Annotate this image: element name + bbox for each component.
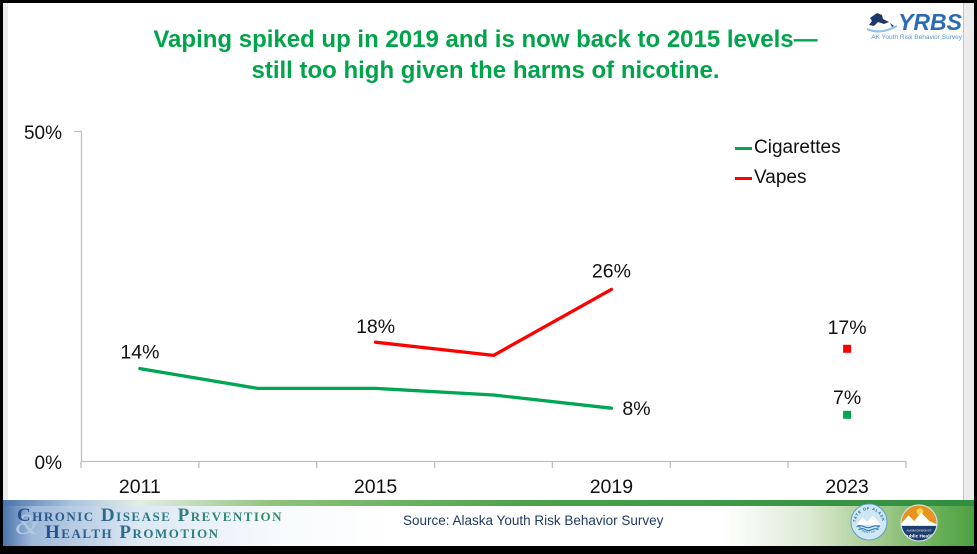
- point-label-vapes-2023: 17%: [828, 317, 867, 339]
- trend-chart: 0% 50% 2011 2015 2019 2023 14% 8% 7% 18% 26% 17%: [24, 123, 907, 498]
- point-label-vapes-2019: 26%: [592, 260, 631, 282]
- x-axis-label-2019: 2019: [590, 476, 633, 498]
- org-title-block: & Chronic Disease Prevention Health Prom…: [15, 505, 283, 542]
- yrbs-logo-top: YRBS: [852, 9, 962, 35]
- public-health-logo: ALASKA DIVISION OF Public Health: [900, 504, 938, 542]
- series-marker-vapes-2023: [843, 344, 852, 353]
- chart-title: Vaping spiked up in 2019 and is now back…: [8, 24, 963, 86]
- yrbs-subtitle: AK Youth Risk Behavior Survey: [871, 34, 962, 41]
- footer-gradient-band: [3, 506, 974, 546]
- series-line-vapes: [373, 287, 614, 358]
- screen-area: Vaping spiked up in 2019 and is now back…: [3, 3, 974, 546]
- slide-margin-zone: Vaping spiked up in 2019 and is now back…: [3, 3, 974, 500]
- y-axis-label-50: 50%: [24, 123, 62, 144]
- ampersand-glyph: &: [15, 508, 39, 541]
- y-axis: [74, 130, 83, 462]
- y-axis-label-0: 0%: [35, 453, 63, 474]
- ph-logo-line2: Public Health: [904, 533, 934, 539]
- yrbs-acronym: YRBS: [898, 9, 962, 35]
- chart-legend: Cigarettes Vapes: [735, 133, 841, 193]
- org-title-line1: Chronic Disease Prevention: [17, 505, 283, 526]
- alaska-state-icon: [866, 13, 898, 33]
- yrbs-logo: YRBS AK Youth Risk Behavior Survey: [852, 9, 962, 41]
- x-axis-label-2015: 2015: [354, 476, 398, 498]
- legend-swatch-vapes: [735, 176, 752, 180]
- footer-banner: & Chronic Disease Prevention Health Prom…: [3, 500, 974, 546]
- point-label-cigarettes-2011: 14%: [120, 342, 159, 364]
- legend-label-cigarettes: Cigarettes: [754, 137, 841, 158]
- legend-item-cigarettes: Cigarettes: [735, 133, 841, 163]
- org-title-line2: Health Promotion: [45, 523, 283, 542]
- source-citation: Source: Alaska Youth Risk Behavior Surve…: [403, 513, 664, 528]
- point-label-vapes-2015: 18%: [356, 316, 395, 338]
- slide-background: Vaping spiked up in 2019 and is now back…: [8, 3, 964, 500]
- footer-gradient-strip: [3, 500, 974, 506]
- legend-swatch-cigarettes: [735, 146, 752, 150]
- point-label-cigarettes-2019: 8%: [622, 398, 650, 420]
- legend-item-vapes: Vapes: [735, 163, 841, 193]
- series-marker-cigarettes-2023: [843, 410, 852, 419]
- chart-title-line2: still too high given the harms of nicoti…: [251, 57, 720, 84]
- point-label-cigarettes-2023: 7%: [833, 387, 861, 409]
- chart-title-line1: Vaping spiked up in 2019 and is now back…: [153, 26, 818, 53]
- x-axis-label-2023: 2023: [825, 476, 868, 498]
- legend-label-vapes: Vapes: [754, 167, 807, 188]
- x-axis-label-2011: 2011: [119, 476, 161, 498]
- state-of-alaska-seal: STATE OF ALASKA DEPARTMENT OF HEALTH: [850, 503, 888, 541]
- ph-logo-line1: ALASKA DIVISION OF: [907, 530, 932, 533]
- series-line-cigarettes: [138, 366, 614, 410]
